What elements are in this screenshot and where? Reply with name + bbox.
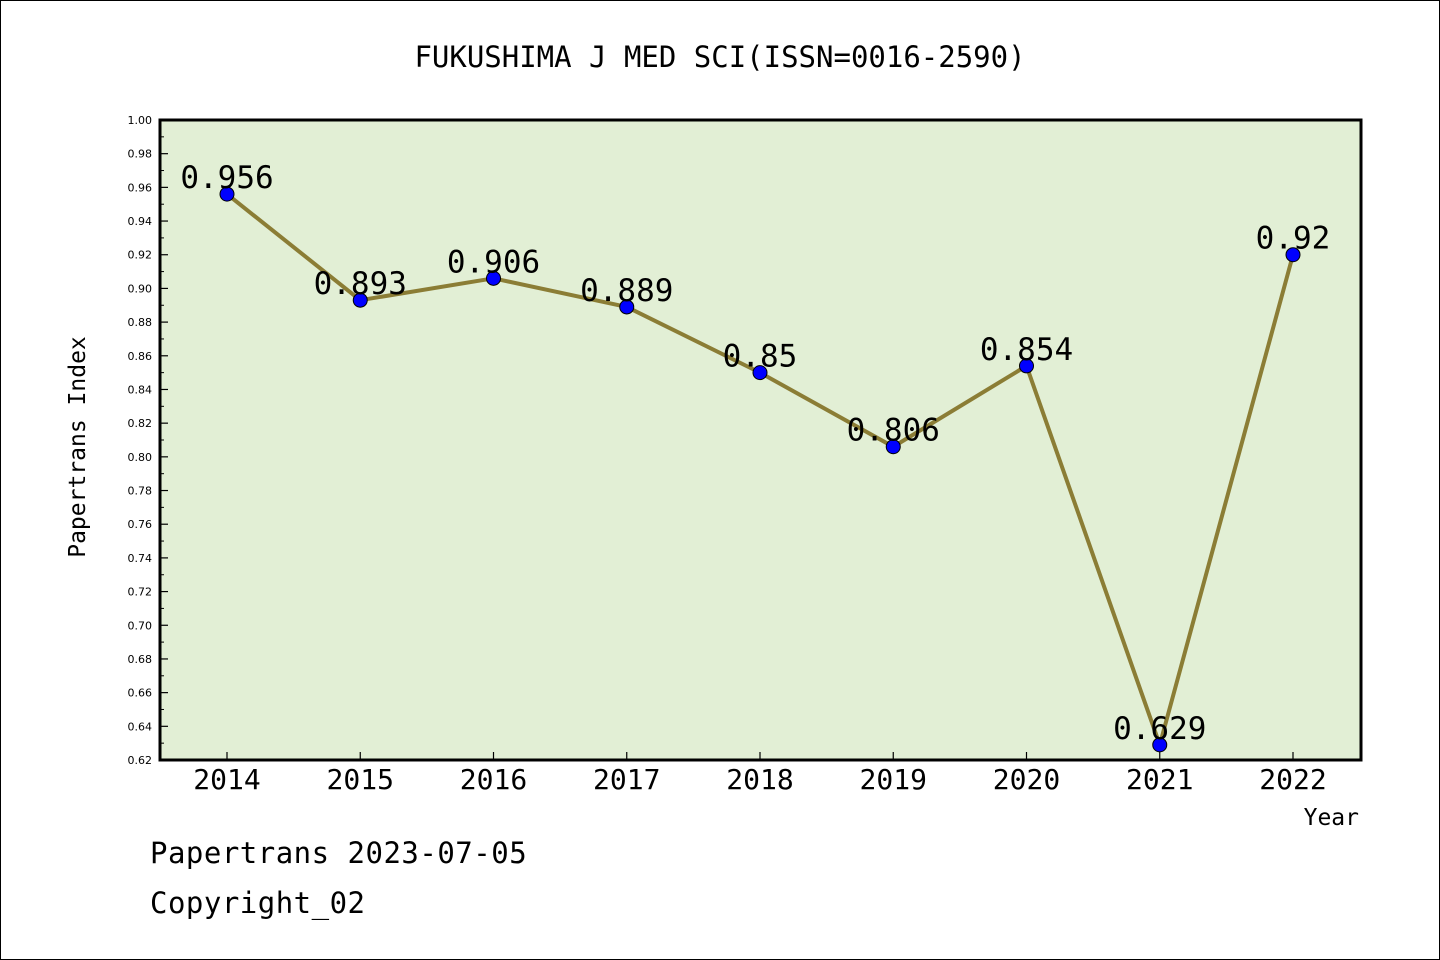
y-tick-label: 0.88 — [128, 316, 153, 329]
y-tick-label: 0.80 — [128, 451, 153, 464]
x-tick-label: 2022 — [1259, 763, 1326, 796]
y-tick-label: 0.78 — [128, 485, 153, 498]
y-axis-label: Papertrans Index — [65, 336, 91, 558]
data-label: 0.85 — [723, 339, 798, 375]
data-label: 0.893 — [314, 266, 407, 302]
y-tick-label: 1.00 — [128, 114, 153, 127]
x-tick-label: 2017 — [593, 763, 660, 796]
y-tick-label: 0.92 — [128, 249, 153, 262]
data-label: 0.906 — [447, 244, 540, 280]
data-point — [352, 292, 368, 308]
data-labels: 0.956 0.893 0.906 0.889 0.85 0.806 0.854 0.629 0… — [180, 160, 1330, 747]
data-label: 0.629 — [1113, 711, 1206, 747]
x-tick-label: 2015 — [327, 763, 394, 796]
x-tick-label: 2014 — [193, 763, 260, 796]
y-tick-label: 0.94 — [128, 215, 153, 228]
data-label: 0.889 — [580, 273, 673, 309]
y-tick-label: 0.98 — [128, 148, 153, 161]
y-tick-label: 0.72 — [128, 586, 153, 599]
data-point — [1019, 358, 1034, 374]
data-point — [219, 186, 235, 202]
x-tick-label: 2020 — [993, 763, 1060, 796]
y-tick-label: 0.62 — [128, 754, 153, 767]
x-tick-label: 2019 — [860, 763, 927, 796]
data-label: 0.806 — [847, 413, 940, 449]
y-tick-label: 0.70 — [128, 619, 153, 632]
chart-title: FUKUSHIMA J MED SCI(ISSN=0016-2590) — [414, 40, 1025, 74]
series-line — [219, 186, 1301, 753]
y-tick-label: 0.82 — [128, 417, 153, 430]
x-tick-label: 2021 — [1126, 763, 1193, 796]
y-tick-label: 0.76 — [128, 518, 153, 531]
y-tick-label: 0.68 — [128, 653, 153, 666]
y-tick-label: 0.74 — [128, 552, 153, 565]
data-point — [885, 439, 901, 455]
data-point — [1152, 737, 1168, 753]
x-tick-label: 2018 — [726, 763, 793, 796]
y-tick-label: 0.64 — [128, 720, 153, 733]
footer-copyright: Copyright_02 — [150, 886, 366, 920]
y-tick-label: 0.90 — [128, 282, 153, 295]
footer-date: Papertrans 2023-07-05 — [150, 836, 528, 870]
data-point — [619, 299, 635, 315]
y-tick-label: 0.86 — [128, 350, 153, 363]
data-point — [1285, 247, 1301, 263]
data-point — [752, 365, 768, 381]
y-tick-label: 0.84 — [128, 383, 153, 396]
y-axis: 0.62 0.64 0.66 0.68 0.70 0.72 0.74 0.76 0.78 0.80… — [128, 114, 168, 767]
y-tick-label: 0.96 — [128, 181, 153, 194]
x-tick-label: 2016 — [460, 763, 527, 796]
plot-area — [158, 118, 1363, 762]
data-point — [486, 270, 501, 286]
y-tick-label: 0.66 — [128, 687, 153, 700]
x-axis-label: Year — [1304, 805, 1359, 831]
data-label: 0.92 — [1256, 221, 1331, 257]
x-axis: 2014 2015 2016 2017 2018 2019 2020 2021 2022 — [193, 752, 1327, 796]
data-label: 0.956 — [180, 160, 273, 196]
data-label: 0.854 — [980, 332, 1073, 368]
